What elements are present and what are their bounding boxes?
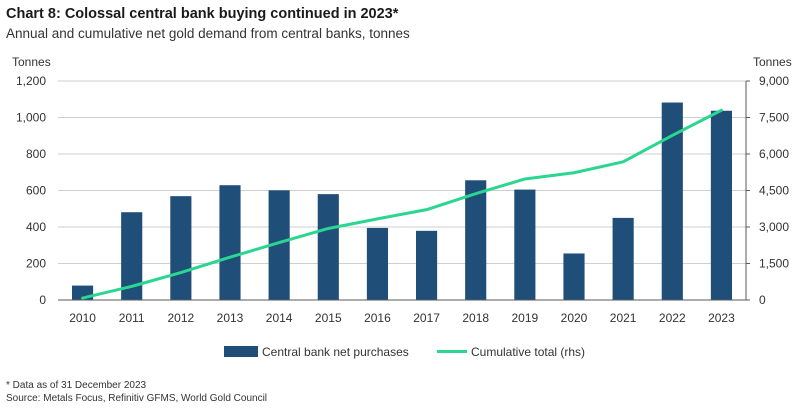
x-tick-label: 2017 — [413, 311, 440, 325]
x-tick-label: 2021 — [610, 311, 637, 325]
x-tick-label: 2015 — [315, 311, 342, 325]
footnote-date: * Data as of 31 December 2023 — [6, 380, 147, 391]
bar-2013 — [219, 185, 241, 300]
chart-title: Chart 8: Colossal central bank buying co… — [6, 6, 399, 22]
y-right-tick-label: 9,000 — [759, 74, 789, 88]
y-right-tick-label: 3,000 — [759, 220, 789, 234]
y-left-tick-label: 800 — [26, 147, 46, 161]
y-left-tick-label: 0 — [39, 293, 46, 307]
cumulative-line — [81, 108, 723, 300]
left-axis-unit: Tonnes — [12, 55, 51, 69]
y-left-tick-label: 1,200 — [16, 74, 46, 88]
x-tick-label: 2020 — [561, 311, 588, 325]
y-right-tick-label: 0 — [759, 293, 766, 307]
bar-2012 — [170, 196, 192, 300]
x-tick-label: 2010 — [69, 311, 96, 325]
legend-bar-label: Central bank net purchases — [262, 345, 409, 359]
bar-2014 — [268, 190, 290, 300]
y-right-tick-label: 1,500 — [759, 257, 789, 271]
right-axis-unit: Tonnes — [753, 55, 792, 69]
y-left-tick-label: 1,000 — [16, 111, 46, 125]
bar-2022 — [661, 102, 683, 300]
y-left-tick-label: 200 — [26, 257, 46, 271]
x-tick-label: 2016 — [364, 311, 391, 325]
bar-2011 — [121, 212, 143, 300]
y-right-tick-label: 6,000 — [759, 147, 789, 161]
legend-line-label: Cumulative total (rhs) — [471, 345, 585, 359]
bar-2021 — [612, 217, 634, 300]
x-tick-label: 2012 — [168, 311, 195, 325]
bar-2017 — [416, 230, 438, 300]
bar-2023 — [710, 110, 732, 300]
bar-2019 — [514, 189, 536, 300]
chart-subtitle: Annual and cumulative net gold demand fr… — [6, 26, 410, 41]
x-tick-label: 2019 — [512, 311, 539, 325]
y-left-tick-label: 400 — [26, 220, 46, 234]
footnote-source: Source: Metals Focus, Refinitiv GFMS, Wo… — [6, 393, 268, 404]
bar-2018 — [465, 180, 487, 300]
x-tick-label: 2011 — [119, 311, 145, 325]
legend-bar-swatch — [224, 346, 258, 357]
x-tick-label: 2013 — [217, 311, 244, 325]
x-tick-label: 2022 — [659, 311, 686, 325]
y-left-tick-label: 600 — [26, 184, 46, 198]
bar-2016 — [366, 227, 388, 300]
x-tick-label: 2014 — [266, 311, 293, 325]
y-right-tick-label: 7,500 — [759, 111, 789, 125]
x-tick-label: 2018 — [462, 311, 489, 325]
y-right-tick-label: 4,500 — [759, 184, 789, 198]
bar-2020 — [563, 253, 585, 300]
x-tick-label: 2023 — [708, 311, 735, 325]
bar-2015 — [317, 194, 339, 300]
